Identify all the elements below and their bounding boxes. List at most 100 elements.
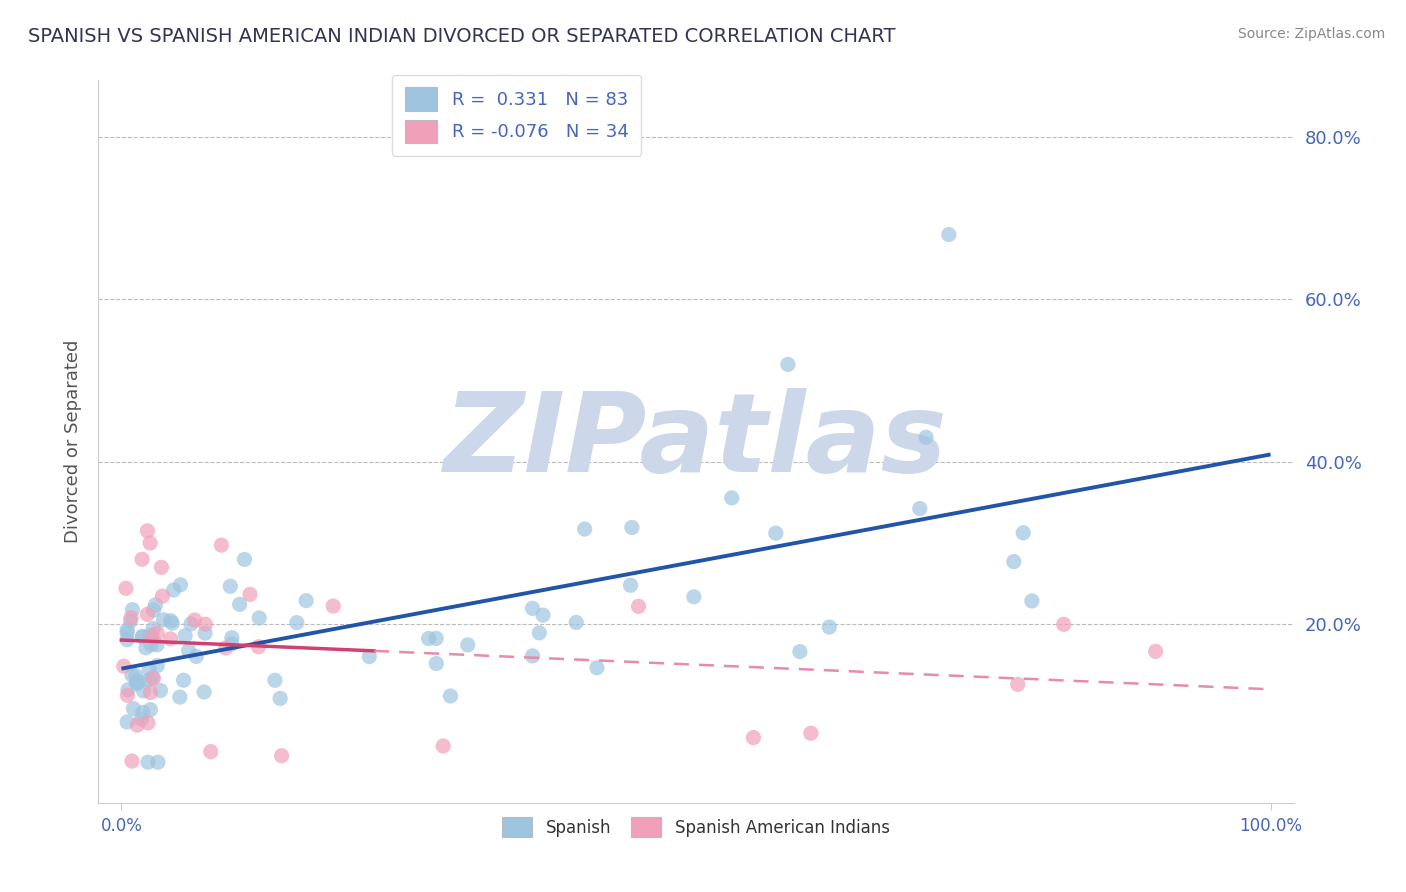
Point: [359, 649, 381, 664]
Point: [152, 589, 174, 603]
Point: [908, 501, 931, 516]
Point: [1007, 677, 1029, 691]
Point: [149, 683, 172, 698]
Point: [233, 552, 256, 566]
Point: [228, 598, 250, 612]
Point: [173, 673, 195, 688]
Point: [121, 668, 143, 682]
Point: [174, 629, 197, 643]
Point: [131, 630, 153, 644]
Point: [141, 630, 163, 644]
Point: [765, 526, 787, 541]
Point: [522, 601, 544, 615]
Point: [115, 632, 138, 647]
Point: [117, 682, 139, 697]
Point: [136, 715, 159, 730]
Point: [574, 522, 596, 536]
Point: [160, 616, 183, 631]
Point: [938, 227, 960, 242]
Point: [1021, 594, 1043, 608]
Point: [565, 615, 588, 630]
Point: [627, 599, 650, 614]
Point: [142, 622, 165, 636]
Point: [270, 748, 292, 763]
Point: [219, 579, 242, 593]
Point: [193, 685, 215, 699]
Point: [120, 610, 142, 624]
Point: [146, 625, 169, 640]
Point: [239, 587, 262, 601]
Point: [619, 578, 641, 592]
Point: [800, 726, 823, 740]
Point: [285, 615, 308, 630]
Point: [139, 703, 162, 717]
Point: [169, 578, 191, 592]
Point: [115, 714, 138, 729]
Point: [682, 590, 704, 604]
Point: [139, 536, 162, 550]
Point: [163, 582, 186, 597]
Point: [180, 616, 202, 631]
Point: [432, 739, 454, 753]
Point: [789, 645, 811, 659]
Point: [269, 691, 291, 706]
Point: [141, 671, 163, 685]
Point: [131, 712, 153, 726]
Point: [131, 552, 153, 566]
Point: [418, 632, 440, 646]
Point: [215, 640, 238, 655]
Point: [131, 630, 153, 644]
Point: [183, 613, 205, 627]
Point: [720, 491, 742, 505]
Point: [127, 718, 149, 732]
Point: [136, 524, 159, 538]
Point: [146, 638, 169, 652]
Point: [221, 631, 243, 645]
Point: [322, 599, 344, 613]
Point: [121, 754, 143, 768]
Point: [522, 648, 544, 663]
Point: [136, 607, 159, 622]
Point: [121, 602, 143, 616]
Point: [620, 520, 643, 534]
Point: [1002, 555, 1025, 569]
Point: [115, 582, 138, 596]
Point: [117, 688, 139, 702]
Point: [152, 613, 174, 627]
Point: [221, 637, 243, 651]
Point: [141, 638, 163, 652]
Point: [146, 755, 169, 769]
Point: [194, 626, 217, 640]
Point: [146, 658, 169, 673]
Point: [439, 689, 461, 703]
Text: Source: ZipAtlas.com: Source: ZipAtlas.com: [1237, 27, 1385, 41]
Point: [531, 608, 554, 623]
Point: [128, 674, 150, 689]
Point: [177, 643, 200, 657]
Text: ZIPatlas: ZIPatlas: [444, 388, 948, 495]
Point: [138, 628, 160, 642]
Point: [120, 614, 142, 628]
Point: [1053, 617, 1076, 632]
Point: [915, 430, 938, 444]
Point: [457, 638, 479, 652]
Point: [125, 676, 148, 690]
Point: [1012, 525, 1035, 540]
Point: [264, 673, 287, 688]
Legend: Spanish, Spanish American Indians: Spanish, Spanish American Indians: [494, 809, 898, 845]
Point: [247, 611, 270, 625]
Point: [132, 684, 155, 698]
Point: [136, 755, 159, 769]
Y-axis label: Divorced or Separated: Divorced or Separated: [63, 340, 82, 543]
Point: [186, 649, 208, 664]
Point: [742, 731, 765, 745]
Point: [145, 598, 167, 612]
Point: [159, 614, 181, 628]
Point: [125, 675, 148, 690]
Point: [200, 745, 222, 759]
Point: [425, 632, 447, 646]
Point: [125, 668, 148, 682]
Point: [150, 560, 173, 574]
Point: [425, 657, 447, 671]
Point: [295, 593, 318, 607]
